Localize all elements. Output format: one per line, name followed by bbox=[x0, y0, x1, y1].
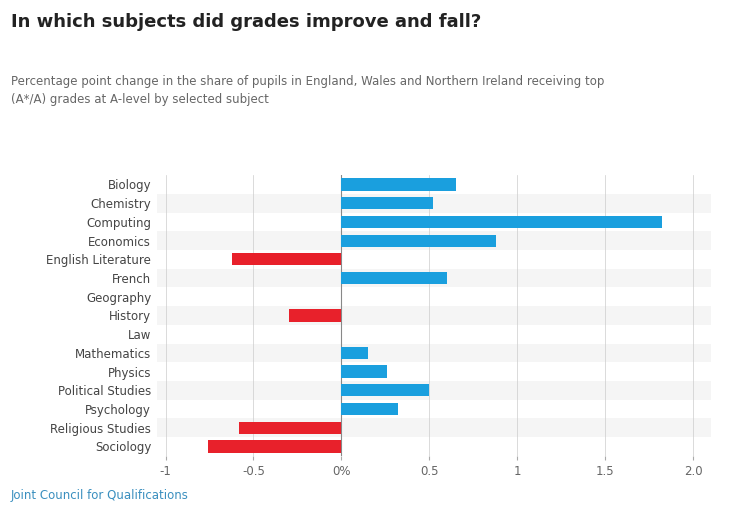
Bar bbox=[208, 440, 341, 453]
Bar bbox=[157, 250, 711, 269]
Bar bbox=[157, 175, 711, 194]
Bar bbox=[239, 422, 341, 434]
Bar bbox=[341, 384, 429, 397]
Bar bbox=[157, 437, 711, 456]
Bar bbox=[341, 234, 496, 247]
Text: Joint Council for Qualifications: Joint Council for Qualifications bbox=[11, 489, 189, 502]
Bar bbox=[157, 418, 711, 437]
Bar bbox=[157, 344, 711, 362]
Text: In which subjects did grades improve and fall?: In which subjects did grades improve and… bbox=[11, 13, 481, 31]
Bar bbox=[157, 269, 711, 287]
Bar bbox=[157, 287, 711, 306]
Bar bbox=[157, 381, 711, 400]
Bar bbox=[157, 325, 711, 344]
Bar bbox=[157, 306, 711, 325]
Bar bbox=[233, 253, 341, 265]
Bar bbox=[341, 178, 456, 191]
Bar bbox=[289, 310, 341, 321]
Bar bbox=[341, 272, 447, 284]
Bar bbox=[157, 400, 711, 418]
Bar bbox=[341, 366, 387, 377]
Bar bbox=[341, 197, 433, 209]
Bar bbox=[157, 194, 711, 213]
Bar bbox=[157, 213, 711, 231]
Bar bbox=[341, 216, 661, 228]
Bar bbox=[157, 362, 711, 381]
Bar bbox=[157, 231, 711, 250]
Bar bbox=[341, 347, 368, 359]
Bar bbox=[341, 403, 398, 415]
Text: Percentage point change in the share of pupils in England, Wales and Northern Ir: Percentage point change in the share of … bbox=[11, 75, 604, 106]
